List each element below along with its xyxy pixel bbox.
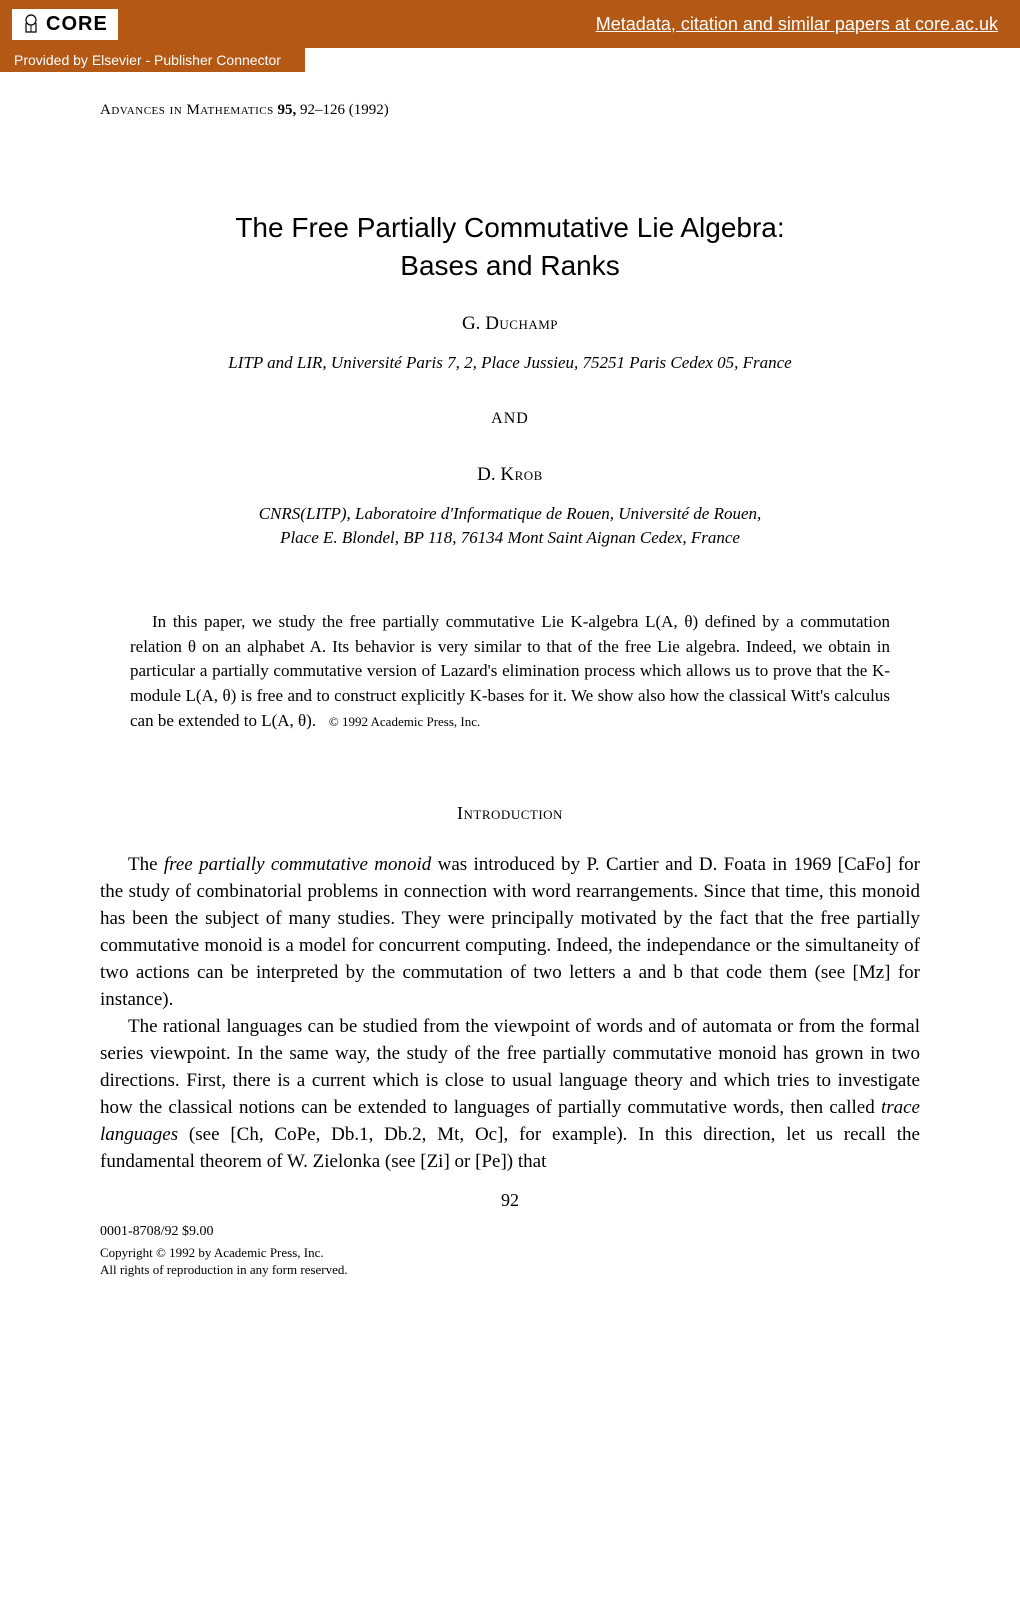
section-heading-introduction: Introduction <box>100 803 920 824</box>
title-line-2: Bases and Ranks <box>400 250 619 281</box>
paper-title: The Free Partially Commutative Lie Algeb… <box>100 209 920 285</box>
journal-pages: 92–126 (1992) <box>300 102 389 118</box>
author-surname: Krob <box>500 464 542 485</box>
page-number: 92 <box>100 1190 920 1211</box>
abstract-text: In this paper, we study the free partial… <box>130 612 890 730</box>
core-badge[interactable]: CORE <box>12 9 118 40</box>
author-2: D. Krob <box>100 464 920 486</box>
page-content: Advances in Mathematics 95, 92–126 (1992… <box>0 72 1020 1309</box>
affiliation-1: LITP and LIR, Université Paris 7, 2, Pla… <box>100 351 920 375</box>
title-line-1: The Free Partially Commutative Lie Algeb… <box>235 212 784 243</box>
affiliation-line-2: Place E. Blondel, BP 118, 76134 Mont Sai… <box>280 528 740 547</box>
author-surname: Duchamp <box>485 313 558 334</box>
issn-line: 0001-8708/92 $9.00 <box>100 1223 920 1242</box>
journal-reference: Advances in Mathematics 95, 92–126 (1992… <box>100 102 920 119</box>
copyright-line-2: All rights of reproduction in any form r… <box>100 1261 920 1279</box>
affiliation-2: CNRS(LITP), Laboratoire d'Informatique d… <box>100 502 920 550</box>
author-initials: D. <box>477 464 495 485</box>
affiliation-line-1: CNRS(LITP), Laboratoire d'Informatique d… <box>259 504 762 523</box>
core-banner: CORE Metadata, citation and similar pape… <box>0 0 1020 48</box>
core-label: CORE <box>46 13 108 36</box>
metadata-link[interactable]: Metadata, citation and similar papers at… <box>596 14 998 35</box>
journal-name: Advances in Mathematics <box>100 102 274 118</box>
footer-copyright: 0001-8708/92 $9.00 Copyright © 1992 by A… <box>100 1223 920 1279</box>
author-initials: G. <box>462 313 480 334</box>
core-logo-icon <box>22 14 40 34</box>
journal-volume: 95, <box>278 102 297 118</box>
intro-paragraph-2: The rational languages can be studied fr… <box>100 1014 920 1176</box>
copyright-line-1: Copyright © 1992 by Academic Press, Inc. <box>100 1244 920 1262</box>
abstract-copyright: © 1992 Academic Press, Inc. <box>329 714 480 729</box>
and-separator: AND <box>100 410 920 428</box>
provider-strip: Provided by Elsevier - Publisher Connect… <box>0 48 305 72</box>
intro-paragraph-1: The free partially commutative monoid wa… <box>100 852 920 1014</box>
abstract: In this paper, we study the free partial… <box>130 610 890 733</box>
author-1: G. Duchamp <box>100 313 920 335</box>
